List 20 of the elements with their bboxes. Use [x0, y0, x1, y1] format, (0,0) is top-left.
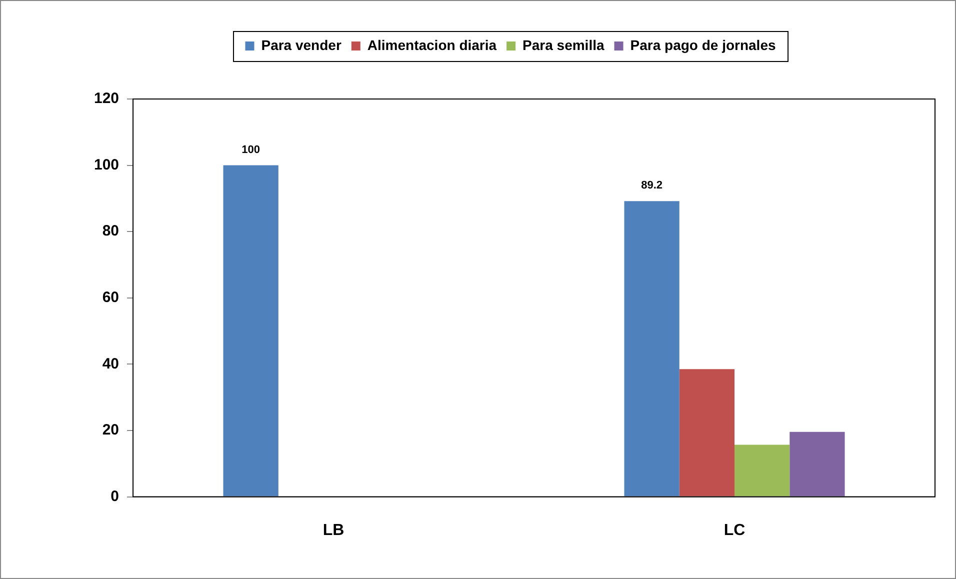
y-tick-label: 40	[102, 355, 120, 372]
x-tick-label: LB	[322, 522, 344, 539]
y-tick-label: 20	[102, 422, 120, 439]
bar	[679, 369, 735, 496]
legend-label: Para vender	[261, 36, 342, 53]
y-tick-label: 100	[94, 156, 120, 174]
y-tick-label: 120	[94, 90, 120, 108]
bar	[223, 165, 278, 496]
y-tick-label: 60	[102, 289, 120, 306]
legend-label: Para semilla	[522, 36, 604, 53]
y-tick-label: 0	[110, 488, 120, 505]
legend-label: Alimentacion diaria	[367, 36, 497, 53]
bar	[624, 201, 680, 496]
data-label: 89.2	[641, 180, 663, 192]
data-label: 100	[242, 144, 260, 156]
bar	[790, 432, 845, 496]
legend-label: Para pago de jornales	[630, 36, 776, 53]
x-tick-label: LC	[724, 522, 746, 539]
bar	[734, 444, 790, 496]
y-tick-label: 80	[102, 222, 120, 240]
